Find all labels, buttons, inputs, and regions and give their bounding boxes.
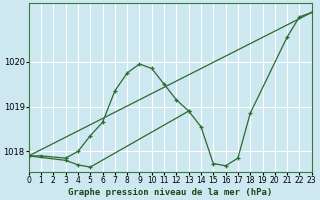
X-axis label: Graphe pression niveau de la mer (hPa): Graphe pression niveau de la mer (hPa) xyxy=(68,188,272,197)
